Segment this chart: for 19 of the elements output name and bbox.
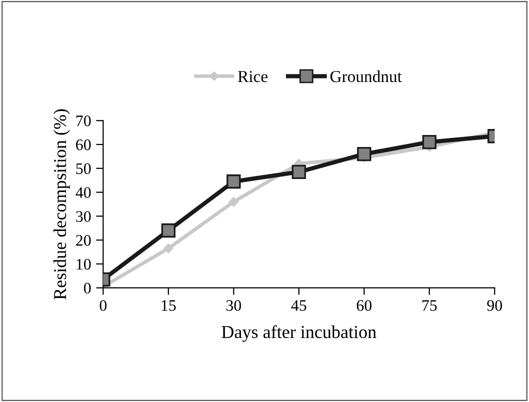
legend-label: Groundnut [330,70,402,82]
x-tick-label: 15 [162,300,176,311]
y-tick-label: 40 [76,187,91,198]
y-axis-title: Residue decompsition (%) [53,109,70,300]
x-tick-label: 90 [487,300,502,311]
x-tick-label: 60 [356,300,372,311]
y-tick-label: 10 [76,258,91,270]
x-tick-label: 30 [226,300,242,311]
x-axis-title: Days after incubation [222,325,376,342]
y-tick-label: 70 [76,116,91,126]
x-tick-label: 45 [291,300,306,311]
y-tick-label: 50 [76,163,91,174]
y-tick-label: 60 [76,139,91,150]
y-tick-label: 0 [84,282,91,294]
x-tick-label: 75 [422,300,437,311]
y-tick-label: 30 [76,211,91,222]
y-tick-label: 20 [76,234,91,246]
legend-label: Rice [238,70,268,82]
x-tick-label: 0 [100,300,107,311]
